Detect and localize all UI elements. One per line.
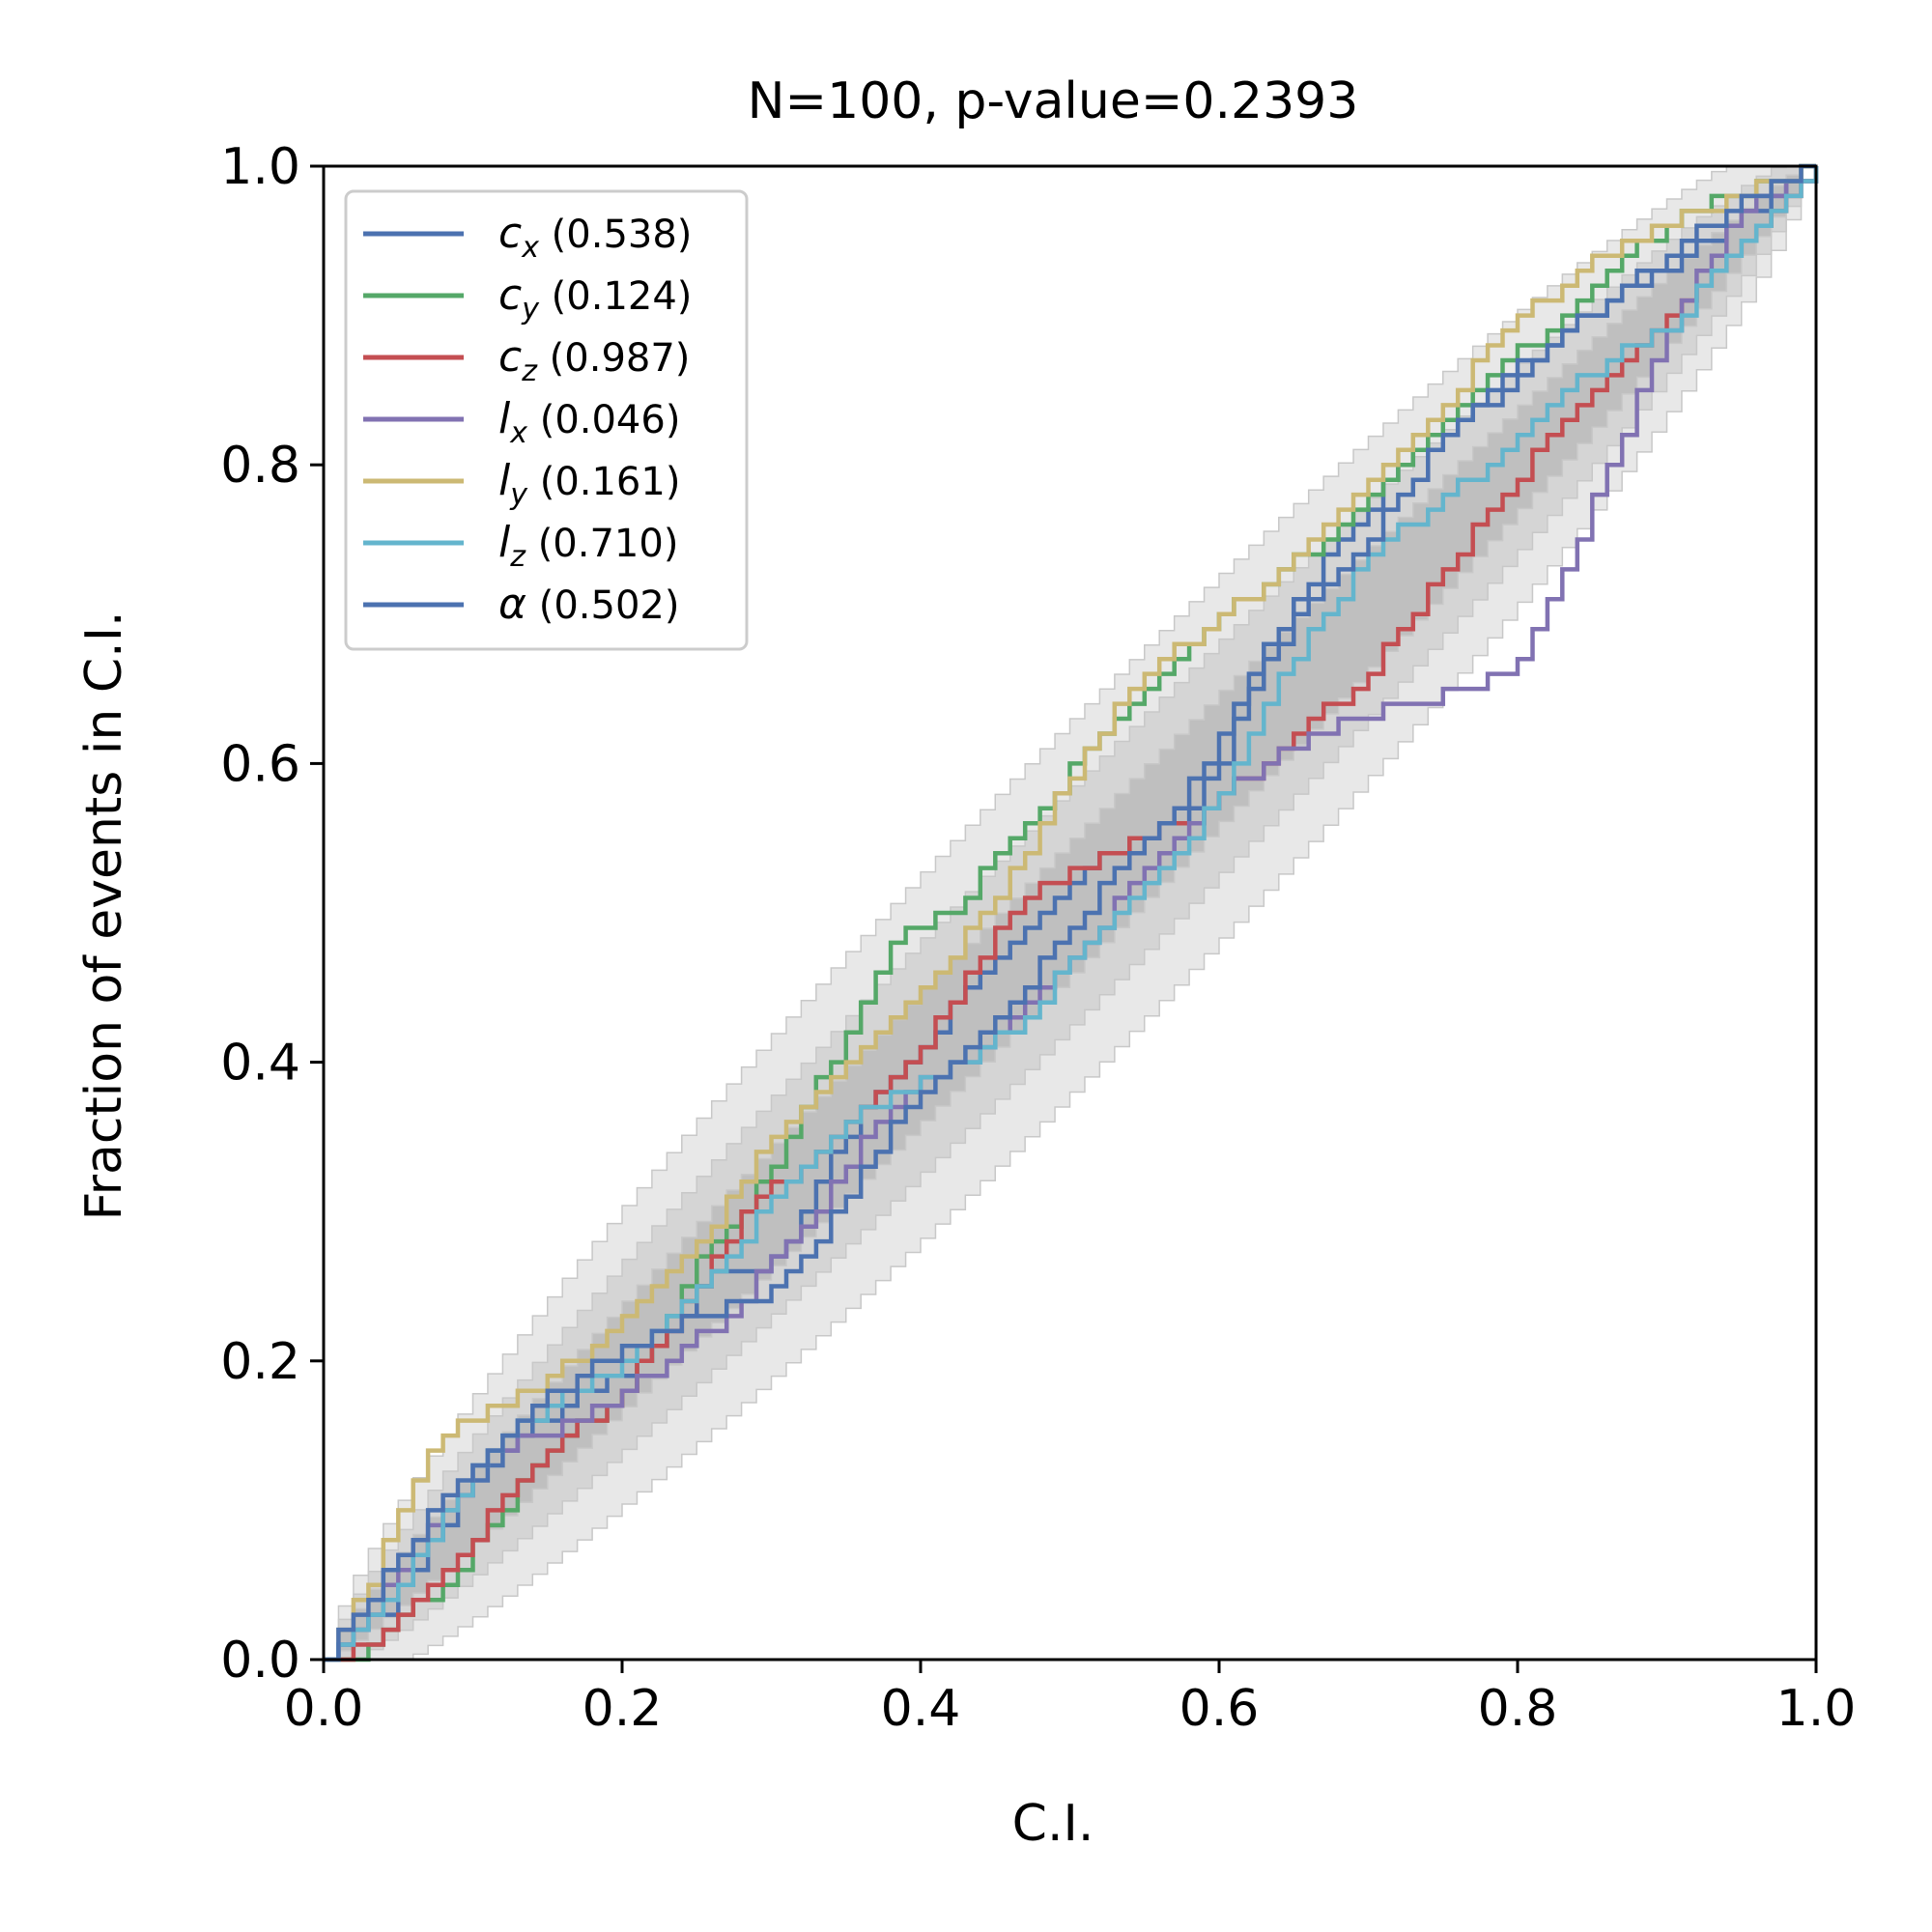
series-line-7 [324, 163, 1816, 1662]
legend-entry-label: cy (0.124) [498, 270, 692, 327]
series-line-3 [324, 166, 1819, 1662]
y-tick-label: 0.6 [220, 735, 300, 793]
y-tick-label: 1.0 [220, 138, 300, 196]
y-tick-label: 0.8 [220, 437, 300, 495]
x-tick-label: 0.6 [1179, 1680, 1260, 1738]
series-line-5 [324, 163, 1816, 1662]
x-tick-label: 0.4 [881, 1680, 961, 1738]
y-axis-label: Fraction of events in C.I. [75, 611, 133, 1220]
y-tick-label: 0.2 [220, 1333, 300, 1391]
legend-entry-label: ly (0.161) [498, 456, 680, 512]
chart-title: N=100, p-value=0.2393 [748, 72, 1359, 130]
y-tick-label: 0.0 [220, 1632, 300, 1690]
legend: cx (0.538)cy (0.124)cz (0.987) lx (0.046)… [344, 189, 749, 651]
x-tick-label: 0.8 [1478, 1680, 1558, 1738]
x-tick-label: 1.0 [1776, 1680, 1857, 1738]
series-lines [324, 163, 1819, 1662]
x-tick-label: 0.0 [284, 1680, 364, 1738]
legend-entry-label: cx (0.538) [498, 209, 692, 265]
legend-entry-label: lx (0.046) [498, 394, 680, 450]
y-tick-label: 0.4 [220, 1035, 300, 1093]
x-axis-label: C.I. [1012, 1795, 1094, 1853]
plot-frame [322, 164, 1818, 1662]
legend-entry-label: lz (0.710) [498, 518, 678, 574]
legend-entry-label: cz (0.987) [498, 332, 690, 388]
axes: 0.0 0.2 0.4 0.6 0.8 1.0 0.0 0.2 0.4 0.6 0.8 1.0 [220, 138, 1856, 1738]
legend-box [344, 189, 749, 651]
x-tick-label: 0.2 [582, 1680, 663, 1738]
legend-entry-label: α (0.502) [498, 580, 679, 629]
